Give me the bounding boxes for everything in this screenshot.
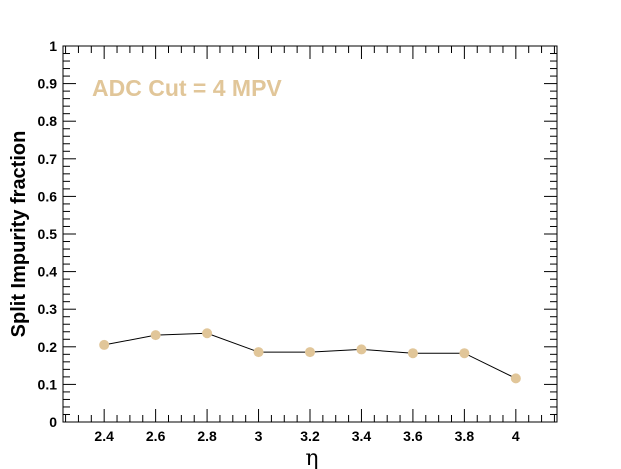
y-tick-label: 1 xyxy=(49,38,57,54)
x-tick-labels: 2.4 2.6 2.8 3 3.2 3.4 3.6 3.8 4 xyxy=(94,428,520,444)
x-tick-label: 3.4 xyxy=(352,428,372,444)
y-tick-label: 0.8 xyxy=(38,113,58,129)
y-tick-label: 0.3 xyxy=(38,301,58,317)
y-tick-label: 0.2 xyxy=(38,339,58,355)
data-point xyxy=(356,344,367,355)
y-tick-label: 0 xyxy=(49,414,57,430)
axis-ticks xyxy=(63,45,557,423)
data-points xyxy=(99,328,521,384)
x-tick-label: 2.6 xyxy=(146,428,166,444)
x-axis-title: η xyxy=(305,446,318,469)
annotation-text: ADC Cut = 4 MPV xyxy=(92,75,282,101)
x-tick-label: 3.6 xyxy=(403,428,423,444)
data-point xyxy=(407,348,418,359)
data-point xyxy=(150,330,161,341)
y-axis-title: Split Impurity fraction xyxy=(8,131,30,338)
y-tick-label: 0.1 xyxy=(38,376,58,392)
y-tick-labels: 0 0.1 0.2 0.3 0.4 0.5 0.6 0.7 0.8 0.9 1 xyxy=(38,38,58,430)
data-point xyxy=(305,347,315,358)
x-tick-label: 3.2 xyxy=(300,428,320,444)
x-tick-label: 3 xyxy=(255,428,263,444)
x-tick-label: 2.8 xyxy=(197,428,217,444)
x-tick-label: 4 xyxy=(512,428,520,444)
data-point xyxy=(253,347,264,358)
y-tick-label: 0.4 xyxy=(38,264,58,280)
y-tick-label: 0.9 xyxy=(38,76,58,92)
data-point xyxy=(202,328,213,339)
data-point xyxy=(510,373,521,384)
x-tick-label: 2.4 xyxy=(94,428,114,444)
data-point xyxy=(99,339,110,350)
y-tick-label: 0.7 xyxy=(38,151,58,167)
y-tick-label: 0.5 xyxy=(38,226,58,242)
x-tick-label: 3.8 xyxy=(455,428,475,444)
y-tick-label: 0.6 xyxy=(38,188,58,204)
plot-frame xyxy=(62,45,558,423)
data-point xyxy=(459,348,470,359)
